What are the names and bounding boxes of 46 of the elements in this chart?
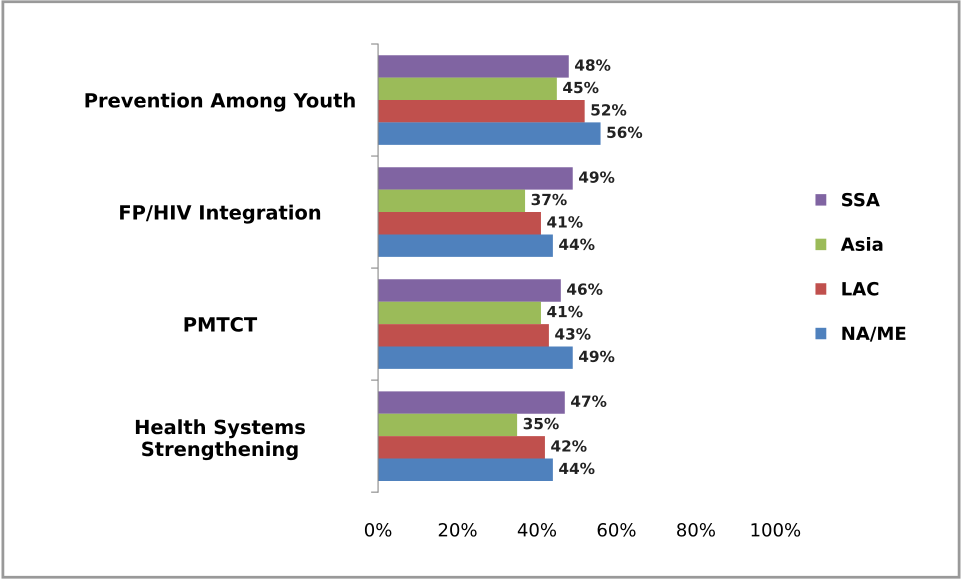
bar [378, 212, 541, 234]
data-label: 56% [607, 126, 642, 138]
bar [378, 100, 585, 122]
x-tick-label: 100% [752, 523, 800, 537]
data-label: 49% [578, 350, 614, 362]
y-tick-label: FP/HIV Integration [120, 204, 320, 224]
bar [378, 78, 557, 100]
y-tick-label: Prevention Among Youth [86, 92, 355, 112]
bar [378, 458, 553, 481]
bar [378, 190, 526, 212]
data-label: 42% [551, 440, 587, 452]
bar [378, 234, 553, 257]
data-label: 35% [524, 418, 559, 430]
data-label: 46% [567, 283, 602, 295]
data-label: 45% [563, 82, 598, 94]
data-label: 47% [571, 395, 606, 407]
data-label: 48% [575, 59, 610, 71]
data-label: 37% [532, 194, 567, 206]
data-label: 52% [591, 104, 626, 116]
bar [378, 55, 569, 78]
bar [378, 302, 541, 324]
bar [378, 346, 573, 369]
bar [378, 414, 518, 436]
bar [378, 122, 601, 145]
legend-label: Asia [840, 237, 882, 252]
y-tick-label: PMTCT [184, 317, 258, 332]
x-tick-label: 60% [598, 523, 636, 537]
data-label: 44% [559, 238, 595, 250]
x-tick-label: 80% [677, 523, 715, 537]
bar [378, 279, 561, 302]
data-label: 41% [547, 306, 583, 318]
bar [378, 324, 549, 347]
legend-label: NA/ME [842, 326, 906, 342]
x-tick-label: 20% [438, 523, 477, 537]
legend-label: LAC [842, 282, 878, 296]
data-label: 43% [555, 328, 591, 340]
bar [378, 436, 545, 459]
data-label: 44% [559, 462, 595, 474]
data-label: 41% [547, 216, 583, 228]
legend-label: SSA [842, 192, 880, 206]
bar [378, 391, 565, 414]
x-tick-label: 40% [518, 523, 556, 537]
x-tick-label: 0% [364, 523, 392, 537]
data-label: 49% [578, 171, 614, 183]
bar [378, 167, 573, 190]
y-tick-label: Health Systems Strengthening [136, 419, 305, 460]
